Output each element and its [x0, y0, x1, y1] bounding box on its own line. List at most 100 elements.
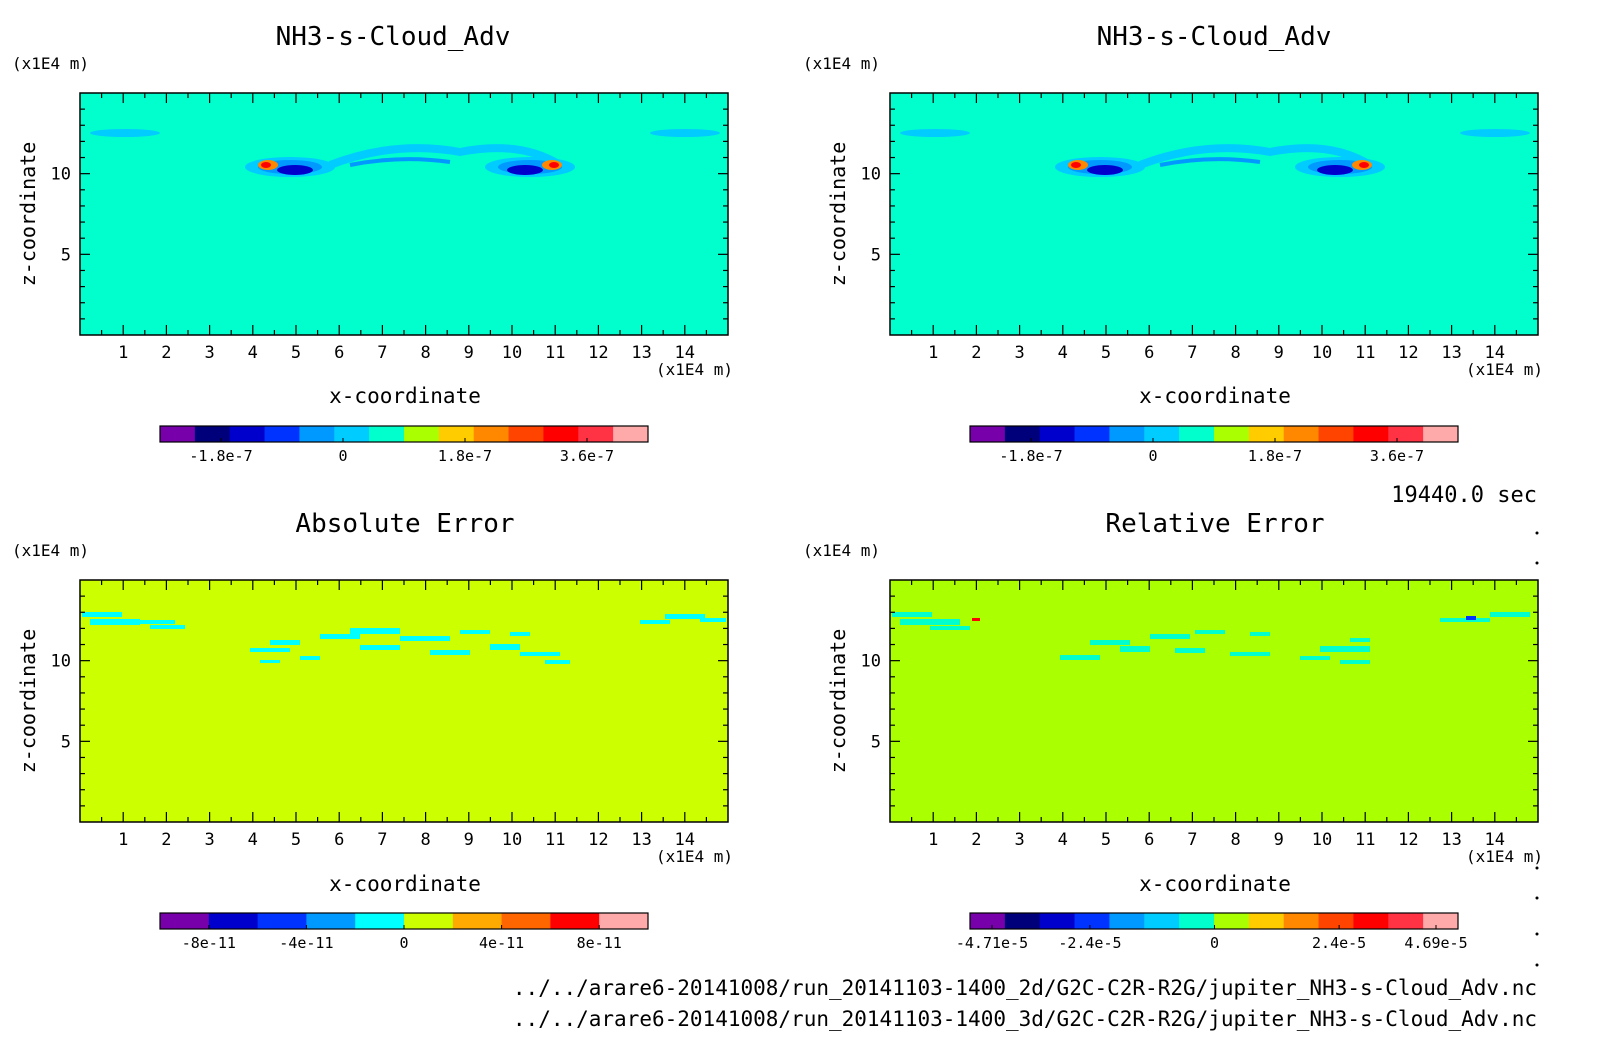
panel-title: NH3-s-Cloud_Adv [276, 22, 511, 52]
colorbar-label: -8e-11 [182, 934, 236, 952]
y-tick-label: 5 [871, 245, 881, 265]
colorbar-swatch [1423, 913, 1459, 929]
file-path-3d: ../../arare6-20141008/run_20141103-1400_… [513, 1007, 1537, 1031]
colorbar-swatch [613, 426, 649, 442]
colorbar-swatch [599, 913, 649, 929]
x-ticks: 1 2 3 4 5 6 7 8 9 10 11 12 13 14 [910, 93, 1518, 363]
colorbar-swatch [1179, 913, 1215, 929]
panel-bottom-left: Absolute Error (x1E4 m) 1 [12, 509, 733, 952]
colorbar-label: 8e-11 [577, 934, 622, 952]
colorbar-swatch [970, 913, 1006, 929]
x-tick-label: 9 [464, 343, 474, 363]
heatmap-features [82, 612, 726, 664]
panel-bottom-right: Relative Error (x1E4 m) 1 2 3 4 5 6 7 8 9 10 11 12 1… [803, 509, 1543, 952]
x-tick-label: 13 [631, 343, 651, 363]
colorbar-swatch [160, 913, 210, 929]
colorbar-swatch [229, 426, 266, 442]
x-tick-label: 13 [631, 830, 651, 850]
colorbar-label: -1.8e-7 [189, 447, 252, 465]
x-tick-label: 6 [1144, 830, 1154, 850]
x-tick-label: 12 [1398, 830, 1418, 850]
x-axis-label: x-coordinate [1139, 872, 1291, 896]
x-tick-label: 1 [928, 343, 938, 363]
y-unit-label: (x1E4 m) [12, 541, 89, 560]
colorbar-swatch [1074, 913, 1110, 929]
time-label: 19440.0 sec [1391, 483, 1537, 508]
colorbar-swatch [1109, 426, 1145, 442]
x-tick-label: 8 [1230, 830, 1240, 850]
heatmap-features [90, 129, 720, 177]
x-tick-label: 6 [334, 343, 344, 363]
colorbar-swatch [208, 913, 259, 929]
x-axis-label: x-coordinate [329, 384, 481, 408]
colorbar-label: 4.69e-5 [1404, 934, 1467, 952]
colorbar-label: -1.8e-7 [999, 447, 1062, 465]
colorbar-label: 0 [1148, 447, 1157, 465]
colorbar-swatch [306, 913, 356, 929]
colorbar-swatch [473, 426, 510, 442]
colorbar-swatch [452, 913, 503, 929]
y-ticks: 5 10 [51, 595, 728, 807]
x-tick-label: 14 [1485, 830, 1505, 850]
colorbar: -8e-11 -4e-11 0 4e-11 8e-11 [159, 912, 649, 952]
colorbar-swatch [1214, 913, 1250, 929]
colorbar: -4.71e-5 -2.4e-5 0 2.4e-5 4.69e-5 [956, 912, 1468, 952]
colorbar-swatch [404, 913, 454, 929]
y-ticks: 5 10 [861, 595, 1538, 807]
x-tick-label: 12 [1398, 343, 1418, 363]
colorbar-frame [969, 912, 1459, 930]
x-tick-label: 7 [377, 830, 387, 850]
x-tick-label: 8 [420, 830, 430, 850]
x-tick-label: 14 [1485, 343, 1505, 363]
colorbar-label: 4e-11 [479, 934, 524, 952]
colorbar-swatch [1318, 426, 1354, 442]
colorbar: -1.8e-7 0 1.8e-7 3.6e-7 [969, 425, 1459, 465]
x-tick-label: 9 [464, 830, 474, 850]
colorbar-swatch [257, 913, 307, 929]
colorbar-label: 3.6e-7 [1370, 447, 1424, 465]
x-tick-label: 2 [971, 343, 981, 363]
y-tick-label: 10 [51, 165, 71, 185]
colorbar-swatch [264, 426, 300, 442]
x-tick-label: 3 [204, 343, 214, 363]
colorbar-swatch [508, 426, 544, 442]
x-tick-label: 8 [420, 343, 430, 363]
colorbar: -1.8e-7 0 1.8e-7 3.6e-7 [159, 425, 649, 465]
colorbar-label: -4.71e-5 [956, 934, 1028, 952]
colorbar-swatch [1039, 426, 1076, 442]
colorbar-swatch [404, 426, 440, 442]
colorbar-swatch [1144, 913, 1180, 929]
colorbar-swatch [1283, 913, 1320, 929]
file-path-2d: ../../arare6-20141008/run_20141103-1400_… [513, 976, 1537, 1000]
colorbar-swatch [970, 426, 1006, 442]
panel-title: NH3-s-Cloud_Adv [1097, 22, 1332, 52]
colorbar-swatch [1388, 426, 1424, 442]
x-ticks: 1 2 3 4 5 6 7 8 9 10 11 12 13 14 [910, 580, 1518, 850]
y-tick-label: 10 [861, 652, 881, 672]
colorbar-swatch [1388, 913, 1424, 929]
panel-title: Absolute Error [295, 509, 514, 539]
x-unit-label: (x1E4 m) [656, 847, 733, 866]
y-unit-label: (x1E4 m) [803, 541, 880, 560]
x-unit-label: (x1E4 m) [656, 360, 733, 379]
colorbar-swatch [1039, 913, 1076, 929]
x-tick-label: 4 [1058, 830, 1068, 850]
x-tick-label: 11 [545, 343, 565, 363]
x-tick-label: 13 [1441, 343, 1461, 363]
y-tick-label: 5 [871, 732, 881, 752]
heatmap-background [890, 93, 1538, 335]
x-tick-label: 9 [1274, 343, 1284, 363]
x-tick-label: 6 [334, 830, 344, 850]
x-tick-label: 5 [1101, 343, 1111, 363]
colorbar-frame [159, 425, 649, 443]
x-unit-label: (x1E4 m) [1466, 847, 1543, 866]
colorbar-frame [969, 425, 1459, 443]
panel-top-right: NH3-s-Cloud_Adv (x1E4 m) 1 2 3 4 5 6 7 8 9 10 11 12… [803, 22, 1543, 465]
colorbar-swatch [194, 426, 231, 442]
x-tick-label: 10 [1312, 830, 1332, 850]
y-ticks: 5 10 [51, 108, 728, 320]
x-tick-label: 2 [161, 830, 171, 850]
x-tick-label: 4 [248, 830, 258, 850]
colorbar-swatch [1004, 913, 1041, 929]
colorbar-swatch [369, 426, 405, 442]
